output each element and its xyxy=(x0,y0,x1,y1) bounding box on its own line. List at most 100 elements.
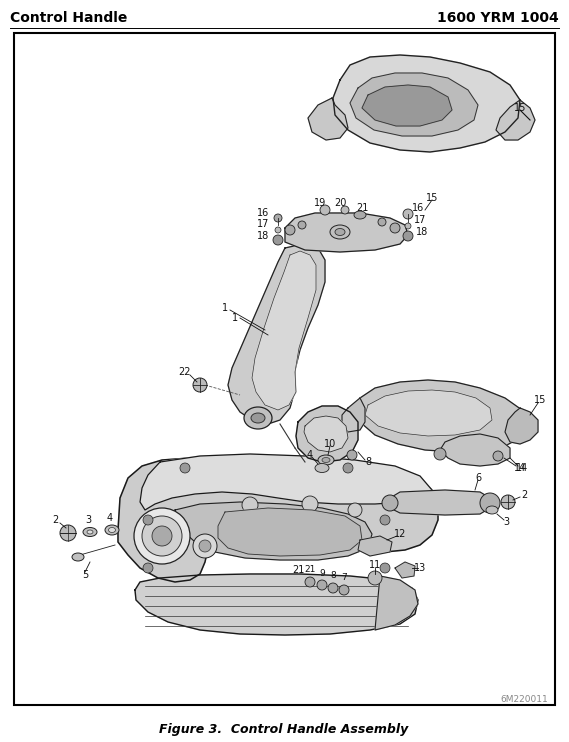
Text: 14: 14 xyxy=(516,463,528,473)
Text: 2: 2 xyxy=(521,490,527,500)
Text: Figure 3.  Control Handle Assembly: Figure 3. Control Handle Assembly xyxy=(159,723,409,737)
Text: 18: 18 xyxy=(416,227,428,237)
Circle shape xyxy=(152,526,172,546)
Circle shape xyxy=(403,209,413,219)
Text: 17: 17 xyxy=(414,215,426,225)
Text: 4: 4 xyxy=(107,513,113,523)
Circle shape xyxy=(180,463,190,473)
Ellipse shape xyxy=(87,530,93,534)
Circle shape xyxy=(298,221,306,229)
Circle shape xyxy=(320,205,330,215)
Text: 20: 20 xyxy=(334,198,346,208)
Ellipse shape xyxy=(105,525,119,535)
Circle shape xyxy=(390,223,400,233)
Ellipse shape xyxy=(486,506,498,514)
Circle shape xyxy=(339,585,349,595)
Text: 15: 15 xyxy=(534,395,546,405)
Circle shape xyxy=(343,463,353,473)
Polygon shape xyxy=(175,502,372,560)
Circle shape xyxy=(368,571,382,585)
Text: 1600 YRM 1004: 1600 YRM 1004 xyxy=(437,11,559,25)
Text: 15: 15 xyxy=(426,193,438,203)
Circle shape xyxy=(305,577,315,587)
Circle shape xyxy=(275,227,281,233)
Text: 4: 4 xyxy=(307,450,313,460)
Text: 17: 17 xyxy=(257,219,269,229)
Ellipse shape xyxy=(72,553,84,561)
Circle shape xyxy=(317,580,327,590)
Text: 14: 14 xyxy=(514,463,526,473)
Circle shape xyxy=(378,218,386,226)
Ellipse shape xyxy=(315,464,329,473)
Polygon shape xyxy=(365,390,492,436)
Text: 21: 21 xyxy=(356,203,368,213)
Text: 16: 16 xyxy=(257,208,269,218)
Polygon shape xyxy=(342,398,365,432)
Circle shape xyxy=(193,378,207,392)
Text: 19: 19 xyxy=(314,198,326,208)
Ellipse shape xyxy=(330,225,350,239)
Polygon shape xyxy=(135,574,418,635)
Polygon shape xyxy=(440,434,510,466)
Ellipse shape xyxy=(83,528,97,536)
Text: 13: 13 xyxy=(414,563,426,573)
Text: 6M220011: 6M220011 xyxy=(500,695,548,704)
Circle shape xyxy=(143,563,153,573)
Ellipse shape xyxy=(322,458,330,462)
Circle shape xyxy=(60,525,76,541)
Polygon shape xyxy=(505,408,538,444)
Circle shape xyxy=(480,493,500,513)
Text: 10: 10 xyxy=(324,439,336,449)
Polygon shape xyxy=(375,576,418,630)
Text: 8: 8 xyxy=(365,457,371,467)
Text: 7: 7 xyxy=(341,574,347,582)
Circle shape xyxy=(501,495,515,509)
Text: 9: 9 xyxy=(319,568,325,577)
Ellipse shape xyxy=(335,229,345,235)
Text: 2: 2 xyxy=(52,515,58,525)
Text: 21: 21 xyxy=(304,565,316,574)
Text: Control Handle: Control Handle xyxy=(10,11,127,25)
Polygon shape xyxy=(304,416,348,452)
Text: 5: 5 xyxy=(82,570,88,580)
Circle shape xyxy=(242,497,258,513)
Polygon shape xyxy=(118,458,438,582)
Circle shape xyxy=(134,508,190,564)
Text: 15: 15 xyxy=(514,103,526,113)
Text: 16: 16 xyxy=(412,203,424,213)
Polygon shape xyxy=(296,406,358,462)
Circle shape xyxy=(434,448,446,460)
Ellipse shape xyxy=(244,407,272,429)
Circle shape xyxy=(199,540,211,552)
Ellipse shape xyxy=(109,528,116,533)
Polygon shape xyxy=(308,98,348,140)
Polygon shape xyxy=(496,100,535,140)
Circle shape xyxy=(328,583,338,593)
Circle shape xyxy=(347,450,357,460)
Circle shape xyxy=(405,223,411,229)
Circle shape xyxy=(273,235,283,245)
Polygon shape xyxy=(358,536,392,556)
Polygon shape xyxy=(140,454,432,510)
Text: 1: 1 xyxy=(222,303,228,313)
Text: 11: 11 xyxy=(369,560,381,570)
Ellipse shape xyxy=(318,455,334,465)
Text: 22: 22 xyxy=(179,367,191,377)
Circle shape xyxy=(143,515,153,525)
Circle shape xyxy=(193,534,217,558)
Ellipse shape xyxy=(251,413,265,423)
Circle shape xyxy=(285,225,295,235)
Circle shape xyxy=(403,231,413,241)
Circle shape xyxy=(142,516,182,556)
Polygon shape xyxy=(350,73,478,136)
Circle shape xyxy=(302,496,318,512)
Polygon shape xyxy=(218,508,362,556)
Polygon shape xyxy=(252,251,316,410)
Ellipse shape xyxy=(354,211,366,219)
Circle shape xyxy=(493,451,503,461)
Circle shape xyxy=(380,563,390,573)
Text: 21: 21 xyxy=(292,565,304,575)
Polygon shape xyxy=(285,213,408,252)
Polygon shape xyxy=(228,244,325,424)
Text: 3: 3 xyxy=(85,515,91,525)
